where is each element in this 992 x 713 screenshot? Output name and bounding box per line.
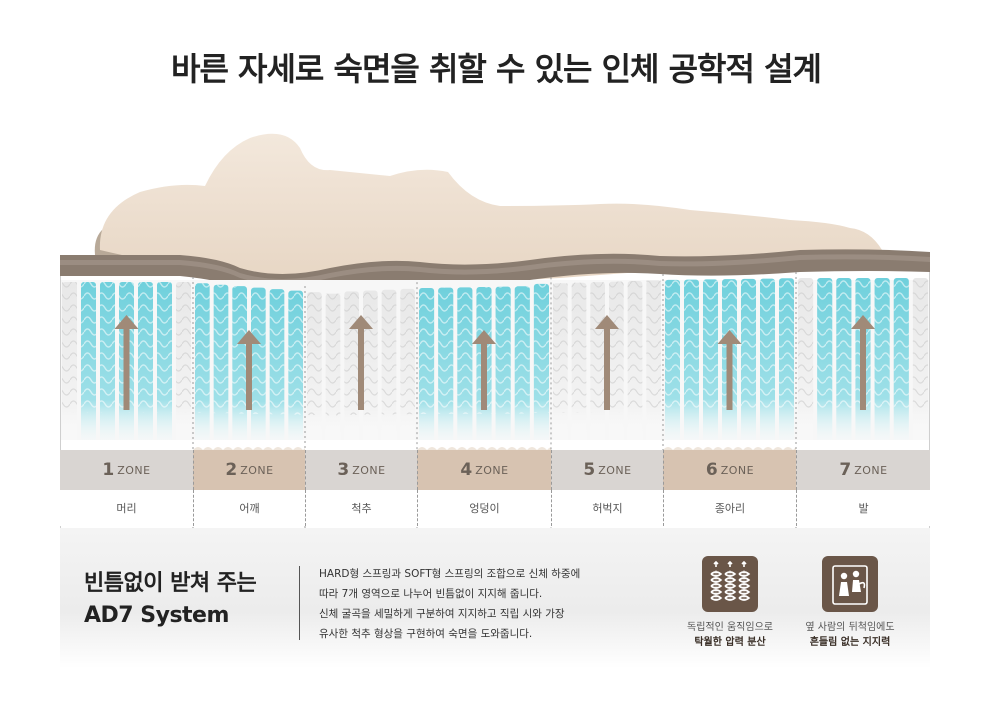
feature-caption-line2: 탁월한 압력 분산	[694, 637, 766, 648]
zone-number: 7	[839, 460, 852, 480]
body-part-label: 발	[796, 490, 930, 526]
system-description: HARD형 스프링과 SOFT형 스프링의 조합으로 신체 하중에 따라 7개 …	[319, 564, 649, 644]
mattress-illustration	[0, 110, 992, 530]
zone-label: 7 ZONE	[796, 450, 930, 490]
support-arrow-icon	[472, 330, 496, 410]
system-title-line1: 빈틈없이 받쳐 주는	[84, 571, 257, 596]
zone-number: 5	[583, 460, 596, 480]
vertical-divider	[299, 566, 300, 640]
spring-coil-icon	[702, 556, 758, 612]
zone-label: 6 ZONE	[663, 450, 796, 490]
zone-word: ZONE	[720, 463, 755, 477]
support-arrow-icon	[595, 315, 619, 410]
body-part-label: 척추	[305, 490, 417, 526]
zone-word: ZONE	[352, 463, 386, 477]
body-part-label: 종아리	[663, 490, 796, 526]
system-info-panel: 빈틈없이 받쳐 주는 AD7 System HARD형 스프링과 SOFT형 스…	[60, 528, 930, 668]
zone-label: 2 ZONE	[193, 450, 305, 490]
description-line: 따라 7개 영역으로 나누어 빈틈없이 지지해 줍니다.	[319, 588, 543, 600]
mattress-cross-section	[60, 133, 930, 530]
zone-label: 5 ZONE	[551, 450, 663, 490]
zone-number: 6	[705, 460, 718, 480]
support-arrow-icon	[114, 315, 139, 410]
zone-label: 3 ZONE	[305, 450, 417, 490]
body-part-label: 어깨	[193, 490, 305, 526]
zone-label: 4 ZONE	[417, 450, 551, 490]
support-arrow-icon	[851, 315, 875, 410]
zone-number: 1	[102, 460, 115, 480]
feature-pressure-distribution: 독립적인 움직임으로 탁월한 압력 분산	[670, 556, 790, 650]
zone-number: 3	[337, 460, 350, 480]
support-arrow-icon	[717, 330, 742, 410]
human-body-silhouette	[99, 133, 883, 282]
description-line: 유사한 척추 형상을 구현하여 숙면을 도와줍니다.	[319, 628, 533, 640]
system-title-line2: AD7 System	[84, 603, 229, 628]
zone-number: 4	[460, 460, 473, 480]
zone-word: ZONE	[598, 463, 632, 477]
system-heading: 빈틈없이 받쳐 주는 AD7 System	[84, 568, 257, 632]
feature-caption-line1: 독립적인 움직임으로	[687, 622, 773, 633]
description-line: 신체 굴곡을 세밀하게 구분하여 지지하고 직립 시와 가장	[319, 608, 565, 620]
support-arrow-icon	[349, 315, 373, 410]
zone-label: 1 ZONE	[60, 450, 193, 490]
feature-motion-isolation: 옆 사람의 뒤척임에도 흔들림 없는 지지력	[790, 556, 910, 650]
support-arrow-icon	[237, 330, 261, 410]
description-line: HARD형 스프링과 SOFT형 스프링의 조합으로 신체 하중에	[319, 568, 581, 580]
body-part-label: 머리	[116, 502, 137, 515]
feature-caption-line2: 흔들림 없는 지지력	[809, 637, 891, 648]
body-part-label: 엉덩이	[417, 490, 551, 526]
zone-label-row: 1 ZONE 2 ZONE 3 ZONE 4 ZONE 5 ZONE 6 ZONE 7 ZONE	[60, 450, 930, 490]
feature-caption-line1: 옆 사람의 뒤척임에도	[805, 622, 895, 633]
sleeping-couple-icon	[822, 556, 878, 612]
zone-word: ZONE	[240, 463, 274, 477]
zone-word: ZONE	[854, 463, 888, 477]
page-title: 바른 자세로 숙면을 취할 수 있는 인체 공학적 설계	[171, 50, 822, 88]
zone-word: ZONE	[475, 463, 509, 477]
zone-number: 2	[225, 460, 238, 480]
zone-word: ZONE	[117, 463, 151, 477]
body-part-label: 허벅지	[551, 490, 663, 526]
body-part-row: 머리 어깨 척추 엉덩이 허벅지 종아리 발	[60, 490, 930, 526]
